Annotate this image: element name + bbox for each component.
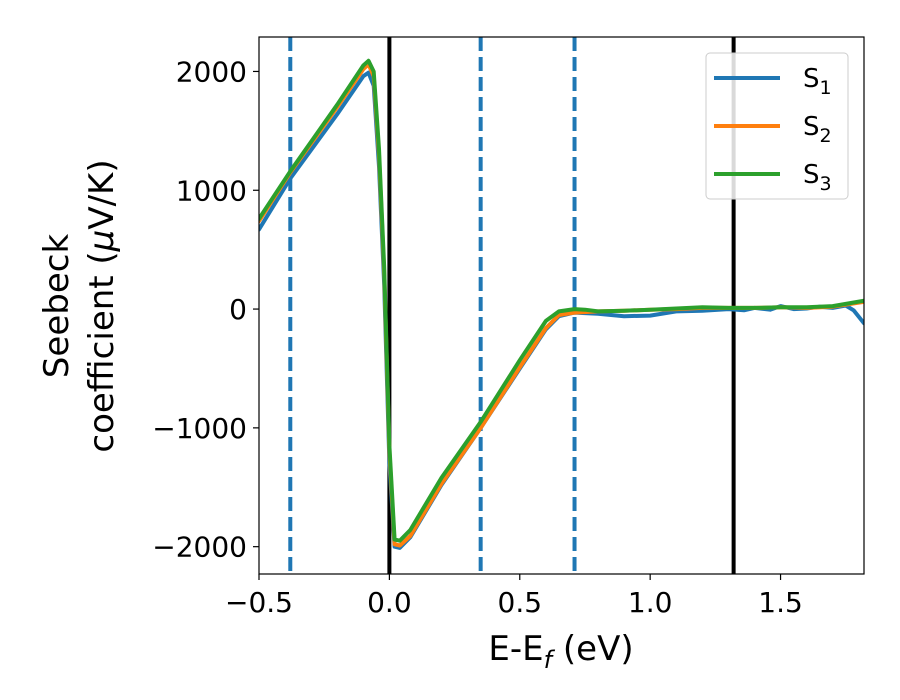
reference-lines: [288, 37, 736, 574]
x-tick-label: 0.0: [367, 586, 412, 619]
legend-label-s2: S2: [803, 112, 832, 147]
x-tick-label: 0.5: [498, 586, 543, 619]
y-tick-label: −1000: [152, 412, 247, 445]
y-tick-label: 2000: [176, 55, 247, 88]
x-tick-label: −0.5: [225, 586, 293, 619]
y-axis-label-line1: Seebeck: [37, 234, 77, 379]
legend-label-s3: S3: [803, 160, 832, 195]
series-lines: [259, 58, 864, 550]
y-axis-ticks: −2000 −1000 0 1000 2000: [152, 55, 259, 564]
legend-label-s1: S1: [803, 64, 832, 99]
legend: S1 S2 S3: [705, 52, 849, 200]
x-axis-ticks: −0.5 0.0 0.5 1.0 1.5: [225, 574, 803, 619]
y-tick-label: 0: [229, 293, 247, 326]
y-tick-label: 1000: [176, 174, 247, 207]
y-tick-label: −2000: [152, 531, 247, 564]
x-axis-label: E-Ef (eV): [488, 629, 633, 674]
plot-frame: [258, 36, 865, 575]
y-axis-label-line2: coefficient (μV/K): [82, 159, 122, 452]
y-axis-label: Seebeck coefficient (μV/K): [37, 159, 122, 452]
x-tick-label: 1.0: [628, 586, 673, 619]
x-tick-label: 1.5: [758, 586, 803, 619]
series-line-s3: [259, 58, 864, 543]
